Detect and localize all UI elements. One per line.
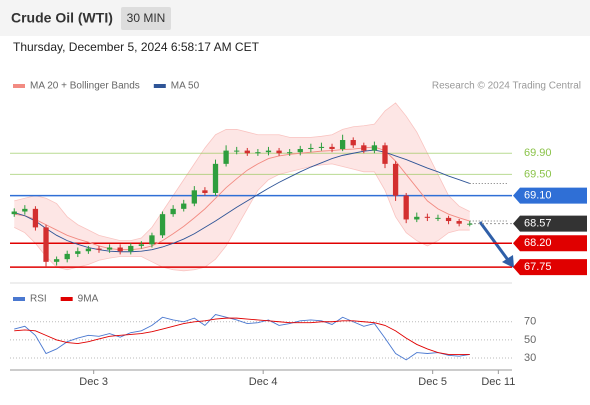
candle-body	[223, 150, 229, 164]
candle-body	[445, 217, 452, 222]
interval: 30 MIN	[127, 11, 166, 25]
candle-body	[403, 195, 409, 220]
candle-body	[212, 163, 219, 193]
legend-label: MA 50	[171, 81, 200, 92]
legend-swatch	[13, 84, 25, 88]
level-label: 69.10	[524, 190, 552, 202]
candle-body	[181, 203, 187, 209]
candle-body	[32, 208, 39, 228]
legend-label: 9MA	[78, 294, 99, 305]
level-label: 68.57	[524, 218, 552, 230]
candle-body	[361, 145, 367, 151]
candle-body	[255, 152, 261, 154]
candle-body	[11, 211, 17, 215]
candle-body	[159, 214, 166, 236]
candle-body	[64, 253, 70, 260]
x-tick-label: Dec 5	[418, 376, 447, 388]
candle-body	[234, 150, 240, 152]
candle-body	[75, 251, 81, 254]
level-label: 67.75	[524, 261, 552, 273]
legend-swatch	[13, 297, 25, 301]
candle-body	[456, 221, 462, 224]
candle-body	[149, 235, 155, 245]
candle-body	[318, 146, 325, 148]
candle-body	[382, 145, 388, 164]
candle-body	[308, 147, 314, 150]
candle-body	[371, 145, 378, 151]
rsi-tick-label: 30	[524, 352, 536, 364]
candle-body	[329, 146, 335, 150]
candle-body	[96, 248, 102, 250]
legend-swatch	[153, 84, 166, 88]
level-tag	[513, 215, 587, 232]
moving-average	[14, 146, 470, 251]
candle-body	[435, 217, 441, 219]
candle-body	[467, 223, 473, 225]
candle-body	[265, 150, 272, 153]
candle-body	[128, 245, 134, 252]
candle-body	[276, 150, 282, 154]
candle-body	[106, 247, 113, 250]
x-tick-label: Dec 4	[249, 376, 278, 388]
candle-body	[414, 216, 420, 220]
level-tag	[513, 259, 587, 276]
level-label: 69.50	[524, 168, 552, 180]
candle-body	[297, 149, 303, 153]
candle-body	[339, 140, 346, 150]
candle-body	[22, 208, 28, 212]
legend-label: MA 20 + Bollinger Bands	[30, 81, 140, 92]
header-bar	[0, 0, 590, 36]
candle-body	[202, 190, 208, 193]
candle-body	[117, 247, 123, 252]
level-label: 68.20	[524, 237, 552, 249]
moving-average	[14, 149, 470, 253]
candle-body	[43, 227, 49, 262]
candle-body	[53, 259, 60, 262]
level-tag	[513, 187, 587, 204]
level-tag	[513, 235, 587, 252]
bollinger-upper	[14, 102, 470, 242]
rsi-line	[14, 317, 470, 355]
candle-body	[392, 163, 399, 196]
forecast-arrow	[478, 221, 510, 261]
candle-body	[138, 244, 145, 246]
candle-body	[287, 152, 293, 154]
source: Research © 2024 Trading Central	[432, 81, 581, 92]
candle-body	[85, 248, 92, 252]
timestamp: Thursday, December 5, 2024 6:58:17 AM CE…	[13, 40, 260, 54]
candle-body	[191, 190, 197, 204]
candle-body	[350, 140, 356, 146]
level-label: 69.90	[524, 147, 552, 159]
x-tick-label: Dec 3	[79, 376, 108, 388]
bollinger-fill	[14, 102, 470, 271]
x-tick-label: Dec 11	[481, 376, 515, 388]
bollinger-lower	[14, 163, 470, 272]
legend-swatch	[60, 297, 73, 301]
rsi-tick-label: 70	[524, 316, 536, 328]
legend-label: RSI	[30, 294, 47, 305]
candle-body	[244, 150, 250, 154]
candle-body	[170, 208, 176, 215]
candle-body	[424, 216, 431, 218]
interval-badge	[121, 7, 171, 30]
forecast-arrowhead	[502, 255, 514, 268]
rsi-tick-label: 50	[524, 334, 536, 346]
rsi-line	[14, 314, 470, 361]
instrument-title: Crude Oil (WTI)	[11, 10, 113, 26]
